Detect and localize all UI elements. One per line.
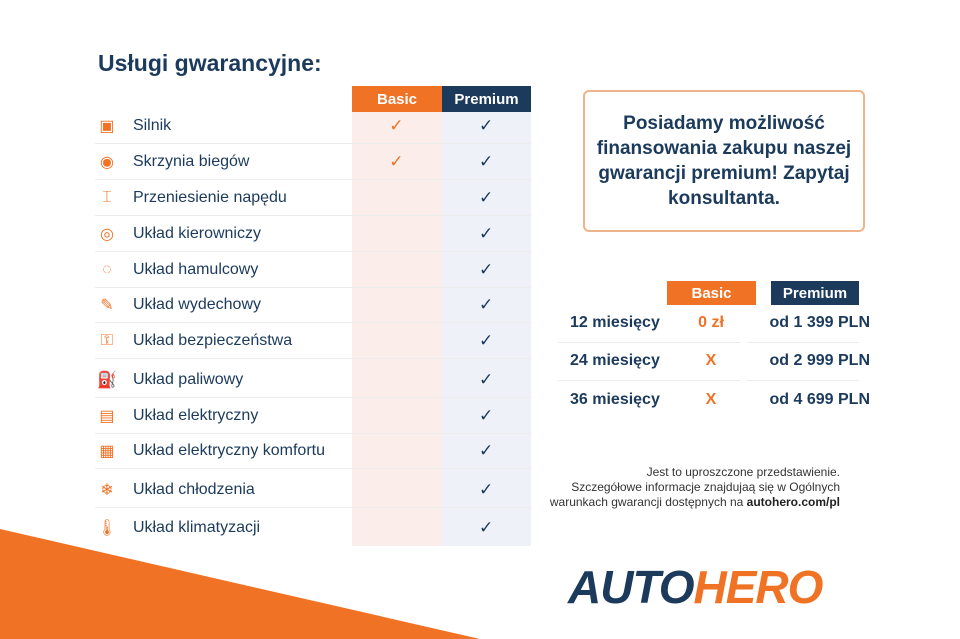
service-row: ❄ Układ chłodzenia ✓ — [95, 472, 531, 508]
fuel-icon: ⛽ — [97, 371, 117, 389]
financing-promo: Posiadamy możliwość finansowania zakupu … — [583, 90, 865, 232]
logo-auto: AUTO — [568, 561, 694, 613]
service-label: Układ paliwowy — [132, 370, 244, 388]
premium-check-icon: ✓ — [478, 369, 494, 389]
service-row: ◉ Skrzynia biegów ✓ ✓ — [95, 144, 531, 180]
disclaimer-line: Jest to uproszczone przedstawienie. — [646, 465, 840, 479]
battery-icon: ▤ — [99, 407, 115, 425]
steering-wheel-icon: ◎ — [99, 225, 114, 243]
premium-check-icon: ✓ — [478, 151, 494, 171]
seatbelt-icon: ⚿ — [100, 331, 114, 349]
premium-check-icon: ✓ — [478, 187, 494, 207]
service-label: Układ bezpieczeństwa — [132, 331, 293, 349]
service-label: Układ elektryczny komfortu — [132, 441, 325, 459]
premium-price: od 1 399 PLN — [769, 314, 870, 331]
service-label: Układ kierowniczy — [132, 224, 261, 242]
divider — [558, 380, 740, 381]
service-row: ✎ Układ wydechowy ✓ — [95, 287, 531, 323]
snowflake-icon: ❄ — [100, 481, 114, 499]
premium-column-bg — [442, 112, 531, 546]
service-row: ◎ Układ kierowniczy ✓ — [95, 216, 531, 252]
premium-check-icon: ✓ — [478, 115, 494, 135]
disclaimer: Jest to uproszczone przedstawienie. Szcz… — [550, 465, 840, 510]
pricing-premium-header: Premium — [771, 281, 859, 305]
engine-icon: ▣ — [99, 117, 115, 135]
service-row: ◌ Układ hamulcowy ✓ — [95, 252, 531, 288]
service-label: Układ klimatyzacji — [132, 519, 261, 536]
basic-header: Basic — [352, 86, 442, 112]
service-label: Układ hamulcowy — [132, 260, 259, 278]
service-label: Skrzynia biegów — [132, 152, 250, 170]
period: 12 miesięcy — [570, 314, 660, 331]
premium-check-icon: ✓ — [478, 405, 494, 425]
exhaust-icon: ✎ — [100, 296, 114, 314]
basic-column-bg — [352, 112, 442, 546]
drivetrain-icon: ⌶ — [102, 188, 112, 206]
premium-check-icon: ✓ — [478, 330, 494, 350]
service-row: ⛽ Układ paliwowy ✓ — [95, 362, 531, 398]
basic-price: X — [705, 391, 717, 408]
service-row: ▦ Układ elektryczny komfortu ✓ — [95, 433, 531, 469]
service-row: ▣ Silnik ✓ ✓ — [95, 108, 531, 144]
basic-price: 0 zł — [698, 314, 724, 331]
service-label: Przeniesienie napędu — [132, 188, 287, 206]
disclaimer-line: Szczegółowe informacje znajdujaą się w O… — [571, 480, 840, 494]
pricing-basic-header: Basic — [667, 281, 756, 305]
service-row: ⌶ Przeniesienie napędu ✓ — [95, 180, 531, 216]
brake-icon: ◌ — [102, 260, 112, 278]
basic-check-icon: ✓ — [389, 151, 404, 171]
premium-check-icon: ✓ — [478, 259, 494, 279]
premium-check-icon: ✓ — [478, 479, 494, 499]
autohero-logo: AUTOHERO — [568, 560, 824, 614]
autohero-link[interactable]: autohero.com/pl — [746, 495, 840, 509]
premium-header: Premium — [442, 86, 531, 112]
service-row: ⚿ Układ bezpieczeństwa ✓ — [95, 323, 531, 359]
divider — [747, 342, 859, 343]
premium-price: od 2 999 PLN — [769, 352, 870, 369]
pricing-row: 12 miesięcy 0 zł od 1 399 PLN — [560, 304, 870, 342]
divider — [747, 380, 859, 381]
disclaimer-line: warunkach gwarancji dostępnych na — [549, 495, 747, 509]
premium-check-icon: ✓ — [478, 440, 494, 460]
service-label: Układ chłodzenia — [132, 480, 255, 498]
period: 24 miesięcy — [570, 352, 660, 369]
divider — [558, 342, 740, 343]
service-row: ▤ Układ elektryczny ✓ — [95, 398, 531, 434]
gearbox-icon: ◉ — [99, 153, 114, 171]
logo-hero: HERO — [693, 561, 824, 613]
service-row: 🌡 Układ klimatyzacji ✓ — [95, 510, 531, 546]
chip-icon: ▦ — [99, 442, 115, 460]
premium-price: od 4 699 PLN — [769, 391, 870, 408]
premium-check-icon: ✓ — [478, 518, 494, 537]
premium-check-icon: ✓ — [478, 223, 494, 243]
period: 36 miesięcy — [570, 391, 660, 408]
basic-check-icon: ✓ — [389, 115, 404, 135]
page-title: Usługi gwarancyjne: — [98, 50, 322, 76]
service-label: Silnik — [132, 116, 172, 134]
service-label: Układ wydechowy — [132, 295, 261, 313]
premium-check-icon: ✓ — [478, 294, 494, 314]
basic-price: X — [705, 352, 717, 369]
service-label: Układ elektryczny — [132, 406, 259, 424]
thermometer-icon: 🌡 — [96, 520, 118, 537]
